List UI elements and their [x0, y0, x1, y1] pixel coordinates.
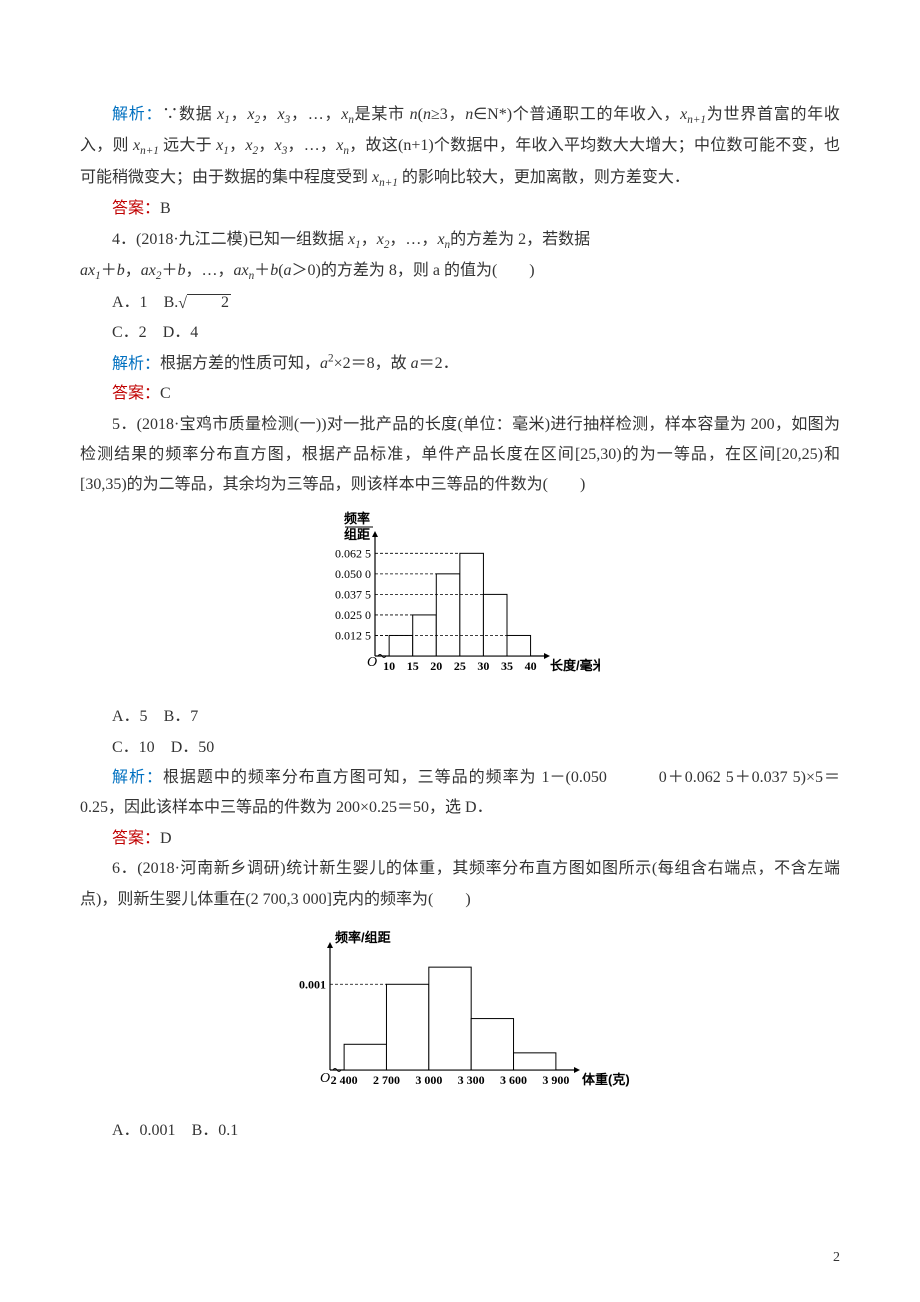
svg-text:长度/毫米: 长度/毫米 — [550, 658, 600, 673]
chart-2: 频率/组距 O 0.001 2 400 2 700 3 000 3 300 3 600 3 90… — [80, 925, 840, 1106]
q4-options-ab: A．1 B.√2 — [80, 288, 840, 318]
solution-5: 解析：根据题中的频率分布直方图可知，三等品的频率为 1－(0.050 0＋0.0… — [80, 763, 840, 824]
svg-text:0.012 5: 0.012 5 — [335, 628, 371, 642]
q5-options-ab: A．5 B．7 — [80, 702, 840, 732]
histogram-1: 频率组距 O 0.012 5 0.025 0 0.037 5 0.050 0 0.062 5… — [320, 511, 600, 681]
svg-text:3 000: 3 000 — [415, 1073, 442, 1087]
svg-text:20: 20 — [430, 659, 442, 673]
svg-text:0.050 0: 0.050 0 — [335, 567, 371, 581]
question-5: 5．(2018·宝鸡市质量检测(一))对一批产品的长度(单位：毫米)进行抽样检测… — [80, 410, 840, 501]
solution-label: 解析： — [112, 106, 162, 123]
solution-label: 解析： — [112, 769, 163, 786]
chart-1: 频率组距 O 0.012 5 0.025 0 0.037 5 0.050 0 0.062 5… — [80, 511, 840, 692]
answer-label: 答案： — [112, 385, 160, 402]
answer-label: 答案： — [112, 200, 160, 217]
page: 解析：∵数据 x1，x2，x3，…，xn是某市 n(n≥3，n∈N*)个普通职工… — [0, 0, 920, 1302]
svg-text:3 300: 3 300 — [458, 1073, 485, 1087]
svg-text:频率: 频率 — [344, 511, 370, 526]
question-4-line2: ax1＋b，ax2＋b，…，axn＋b(a＞0)的方差为 8，则 a 的值为( … — [80, 256, 840, 287]
svg-text:30: 30 — [477, 659, 489, 673]
svg-text:0.001: 0.001 — [299, 977, 326, 991]
svg-text:25: 25 — [454, 659, 466, 673]
svg-text:0.062 5: 0.062 5 — [335, 546, 371, 560]
answer-1: 答案：B — [80, 194, 840, 224]
svg-text:2 700: 2 700 — [373, 1073, 400, 1087]
q4-options-cd: C．2 D．4 — [80, 318, 840, 348]
question-6: 6．(2018·河南新乡调研)统计新生婴儿的体重，其频率分布直方图如图所示(每组… — [80, 854, 840, 915]
answer-label: 答案： — [112, 830, 160, 847]
histogram-2: 频率/组距 O 0.001 2 400 2 700 3 000 3 300 3 600 3 90… — [280, 925, 640, 1095]
svg-text:2 400: 2 400 — [331, 1073, 358, 1087]
svg-text:O: O — [320, 1071, 330, 1086]
svg-text:体重(克): 体重(克) — [582, 1072, 630, 1087]
q5-options-cd: C．10 D．50 — [80, 733, 840, 763]
svg-text:0.037 5: 0.037 5 — [335, 587, 371, 601]
svg-text:3 600: 3 600 — [500, 1073, 527, 1087]
svg-text:15: 15 — [407, 659, 419, 673]
svg-text:35: 35 — [501, 659, 513, 673]
solution-label: 解析： — [112, 355, 160, 372]
page-number: 2 — [833, 1245, 840, 1272]
svg-text:O: O — [367, 655, 377, 670]
svg-text:组距: 组距 — [344, 527, 370, 542]
svg-text:40: 40 — [525, 659, 537, 673]
q6-options-ab: A．0.001 B．0.1 — [80, 1116, 840, 1146]
question-4: 4．(2018·九江二模)已知一组数据 x1，x2，…，xn的方差为 2，若数据 — [80, 225, 840, 256]
svg-text:10: 10 — [383, 659, 395, 673]
solution-1: 解析：∵数据 x1，x2，x3，…，xn是某市 n(n≥3，n∈N*)个普通职工… — [80, 100, 840, 194]
answer-5: 答案：D — [80, 824, 840, 854]
answer-4: 答案：C — [80, 379, 840, 409]
svg-text:频率/组距: 频率/组距 — [335, 930, 391, 945]
solution-4: 解析：根据方差的性质可知，a2×2＝8，故 a＝2． — [80, 349, 840, 380]
svg-text:3 900: 3 900 — [542, 1073, 569, 1087]
svg-text:0.025 0: 0.025 0 — [335, 608, 371, 622]
